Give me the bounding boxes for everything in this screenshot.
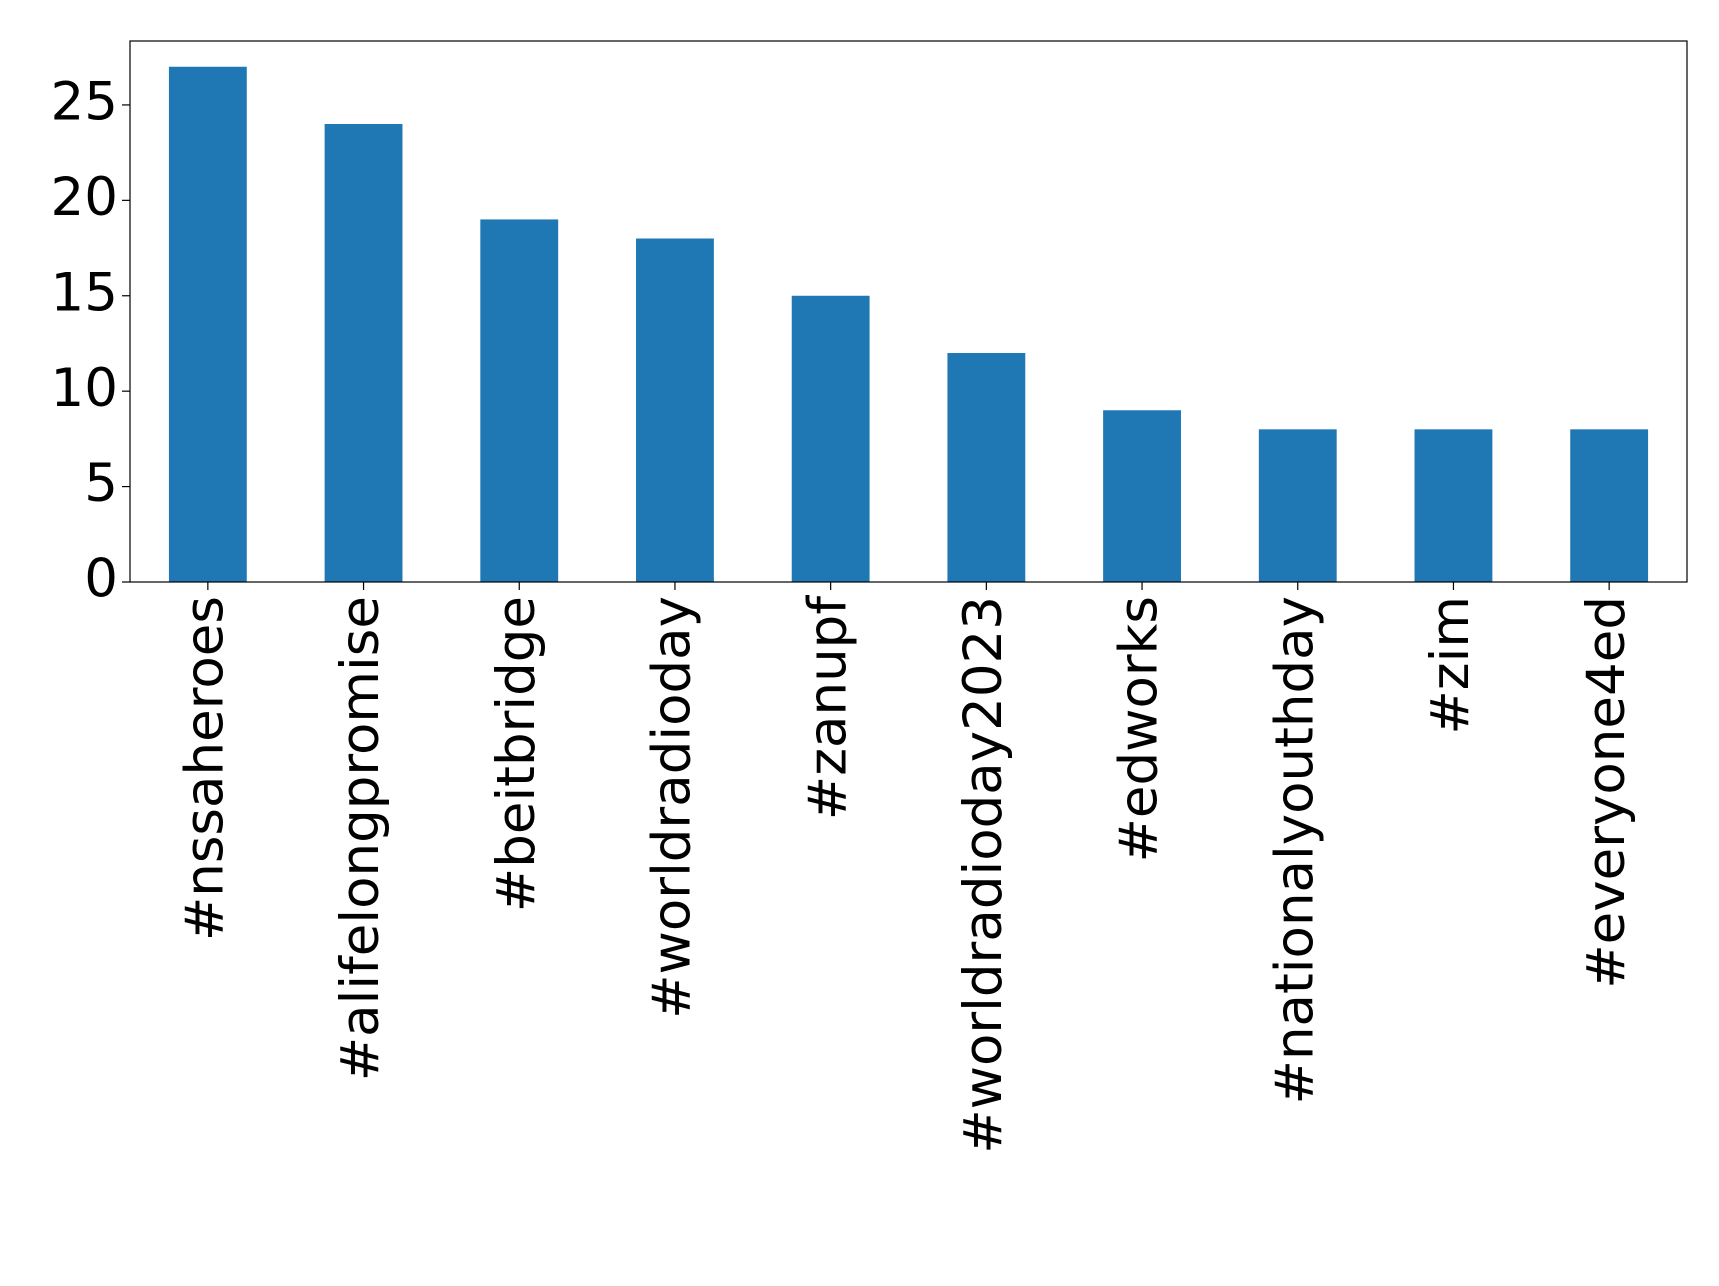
y-tick-label: 20	[51, 167, 118, 228]
bar	[1570, 429, 1649, 582]
bar	[480, 219, 559, 582]
bar	[324, 124, 403, 582]
y-tick-label: 15	[51, 262, 118, 323]
bar	[1258, 429, 1337, 582]
bar	[1414, 429, 1493, 582]
x-tick-label: #worldradioday2023	[953, 596, 1014, 1154]
bar	[947, 353, 1026, 582]
x-tick-label: #zanupf	[797, 595, 858, 821]
y-tick-label: 10	[51, 358, 118, 419]
x-tick-label: #edworks	[1109, 596, 1170, 863]
axes-frame	[129, 40, 1688, 583]
y-tick-label: 25	[51, 72, 118, 133]
x-tick-label: #beitbridge	[486, 596, 547, 912]
x-tick-label: #nssaheroes	[174, 596, 235, 941]
x-tick-label: #worldradioday	[642, 596, 703, 1019]
x-tick-label: #zim	[1420, 596, 1481, 735]
x-tick-label: #everyone4ed	[1576, 596, 1637, 989]
bar	[168, 66, 247, 582]
bar	[1103, 410, 1181, 582]
x-tick-label: #alifelongpromise	[330, 596, 391, 1081]
x-tick-label: #nationalyouthday	[1264, 596, 1325, 1104]
bar	[791, 295, 870, 582]
bar	[636, 238, 714, 582]
y-tick-label: 0	[84, 549, 118, 610]
y-tick-label: 5	[84, 453, 118, 514]
